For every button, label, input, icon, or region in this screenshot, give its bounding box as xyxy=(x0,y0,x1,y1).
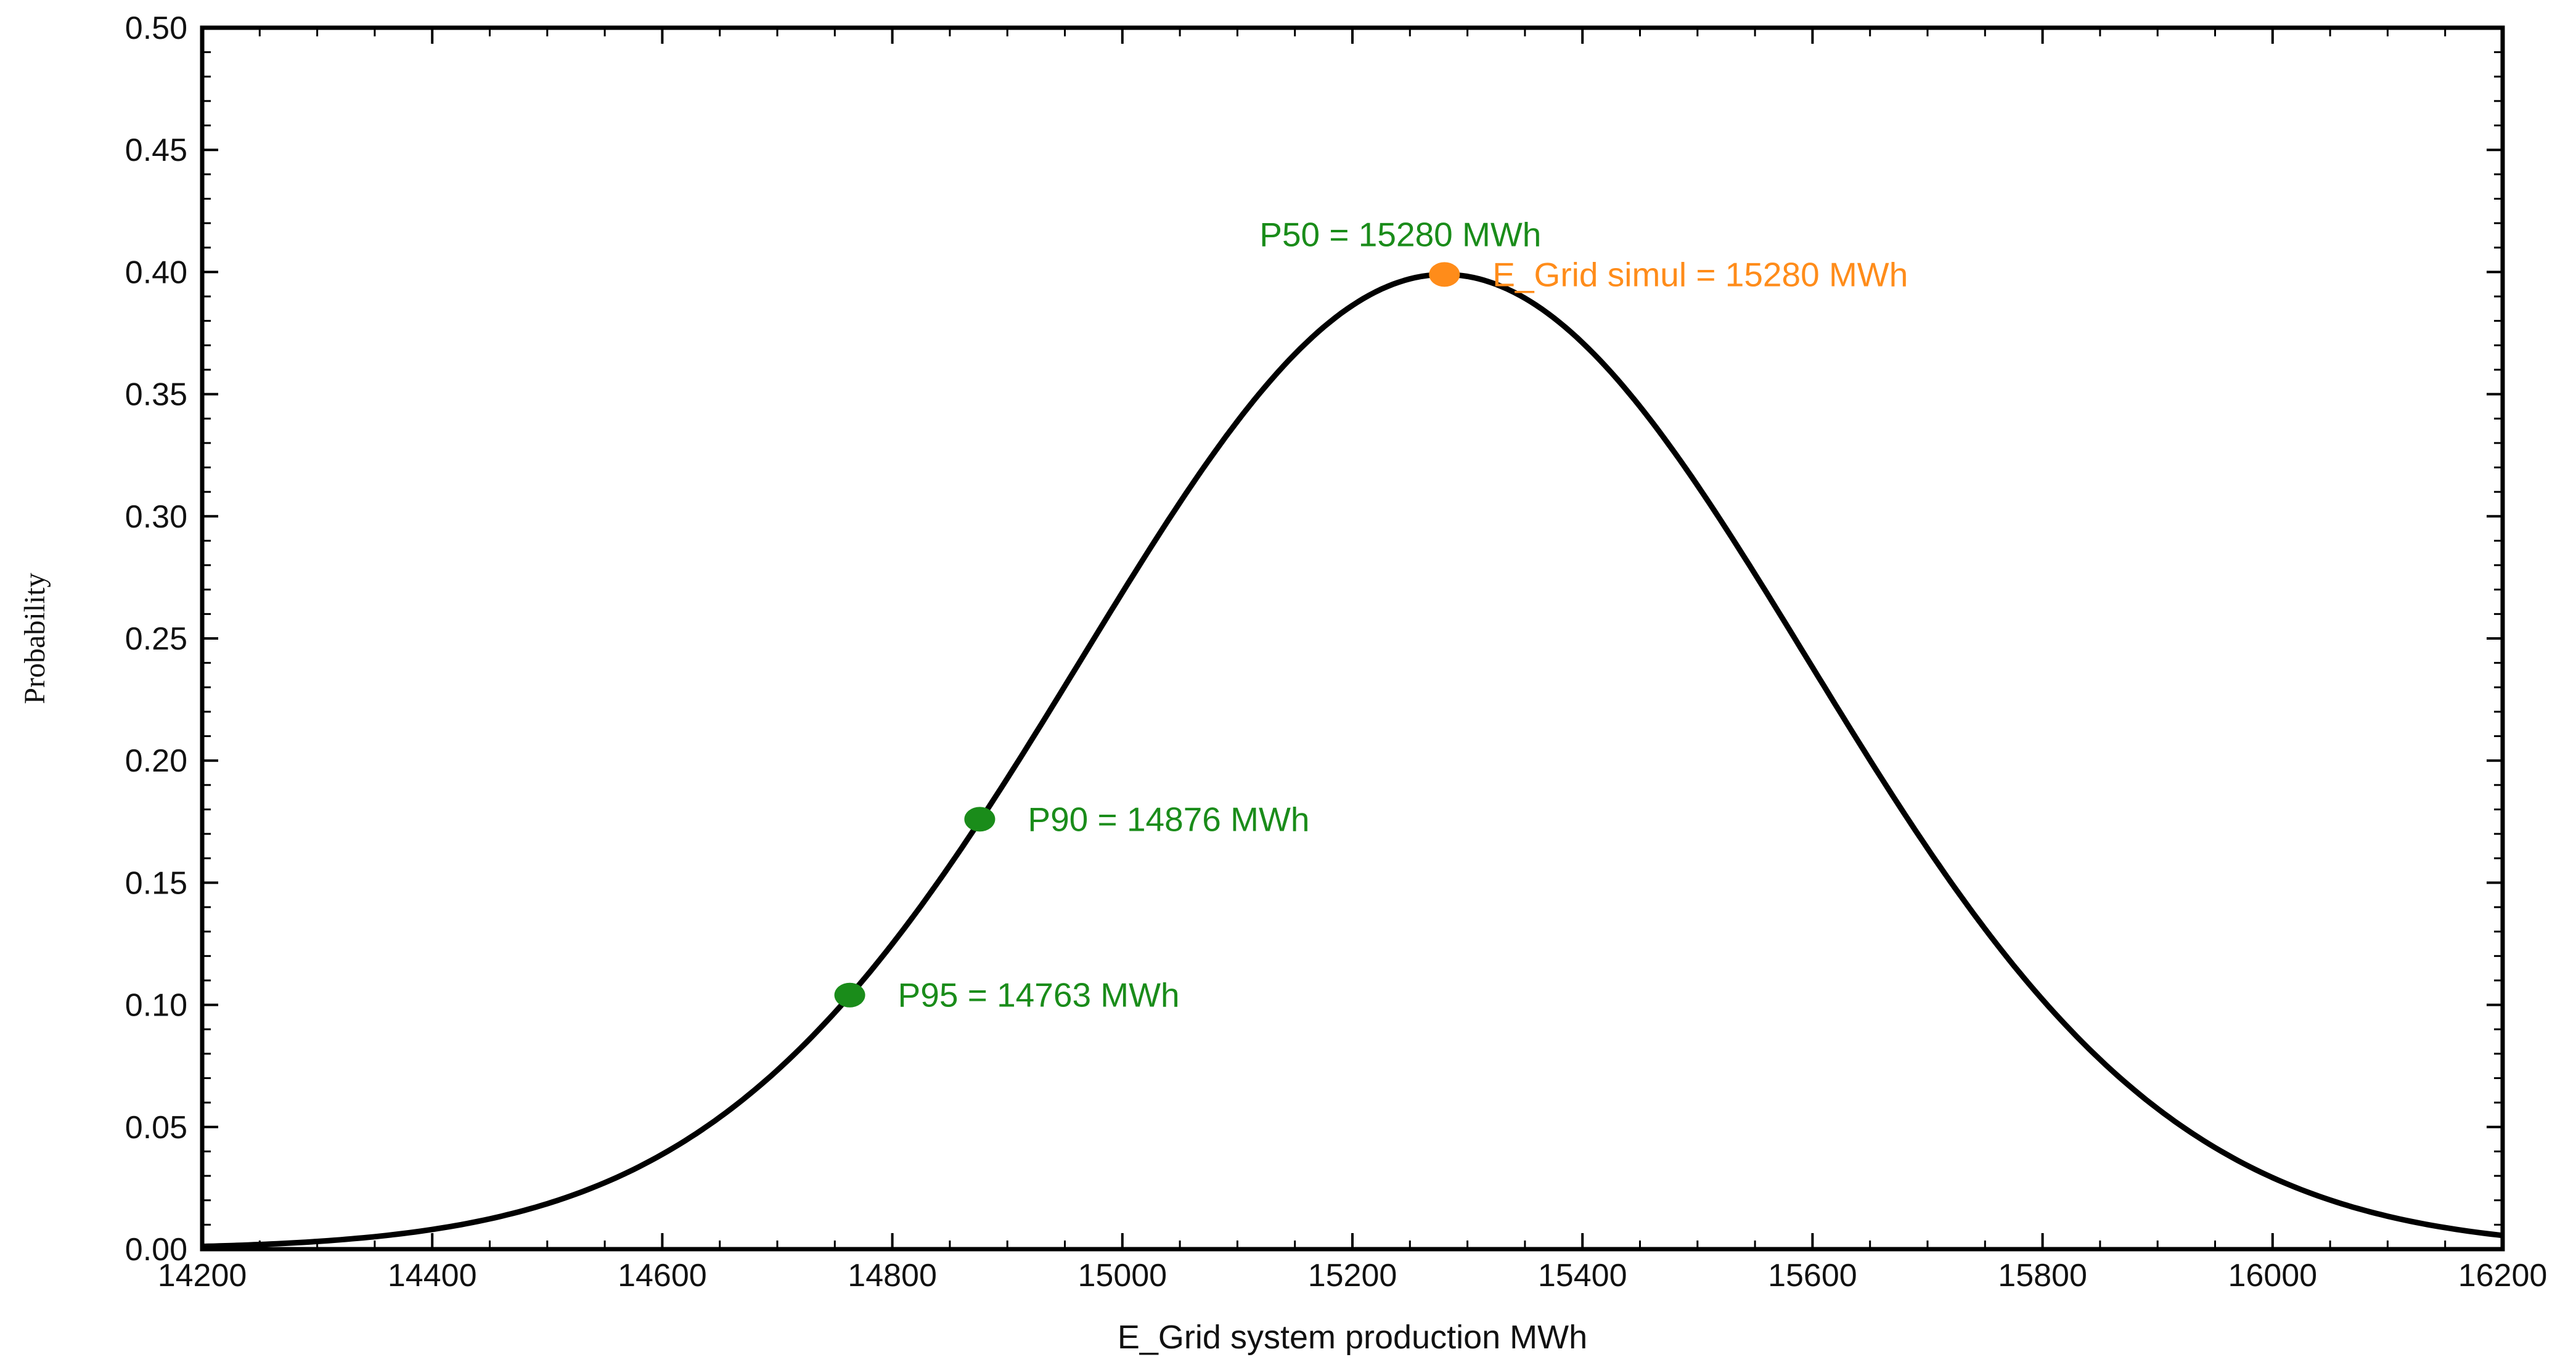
y-tick-label: 0.10 xyxy=(125,988,187,1024)
x-tick-label: 14800 xyxy=(848,1258,937,1294)
x-tick-label: 15200 xyxy=(1308,1258,1397,1294)
y-tick-label: 0.50 xyxy=(125,10,187,46)
x-tick-label: 14400 xyxy=(388,1258,477,1294)
x-tick-label: 16000 xyxy=(2228,1258,2317,1294)
x-tick-label: 15800 xyxy=(1998,1258,2087,1294)
label-p90: P90 = 14876 MWh xyxy=(1028,800,1309,838)
x-axis-label: E_Grid system production MWh xyxy=(1118,1319,1587,1356)
y-tick-label: 0.25 xyxy=(125,621,187,657)
marker-points xyxy=(834,262,1460,1008)
axis-ticks xyxy=(201,26,2504,1250)
y-tick-label: 0.35 xyxy=(125,377,187,413)
x-tick-label: 16200 xyxy=(2458,1258,2548,1294)
x-tick-label: 15600 xyxy=(1768,1258,1857,1294)
marker-p90 xyxy=(964,807,996,832)
marker-e-grid-simul xyxy=(1429,262,1460,287)
x-tick-label: 15400 xyxy=(1538,1258,1627,1294)
annotation-p50: P50 = 15280 MWh xyxy=(1259,215,1541,253)
x-tick-label: 14600 xyxy=(618,1258,707,1294)
marker-labels: E_Grid simul = 15280 MWh P90 = 14876 MWh P… xyxy=(898,215,1908,1014)
x-tick-label: 14200 xyxy=(158,1258,247,1294)
label-e-grid-simul: E_Grid simul = 15280 MWh xyxy=(1492,255,1908,293)
probability-curve xyxy=(202,271,2503,1250)
y-tick-label: 0.15 xyxy=(125,865,187,901)
y-axis-label: Probability xyxy=(18,572,51,704)
label-p95: P95 = 14763 MWh xyxy=(898,976,1180,1014)
y-tick-label: 0.00 xyxy=(125,1232,187,1268)
y-tick-label: 0.45 xyxy=(125,132,187,168)
y-tick-labels: 0.00 0.05 0.10 0.15 0.20 0.25 0.30 0.35 0.40 0.45… xyxy=(125,10,187,1268)
x-tick-labels: 14200 14400 14600 14800 15000 15200 15400 15600… xyxy=(158,1258,2548,1294)
y-tick-label: 0.40 xyxy=(125,255,187,290)
y-tick-label: 0.05 xyxy=(125,1110,187,1146)
y-tick-label: 0.20 xyxy=(125,743,187,779)
x-tick-label: 15000 xyxy=(1077,1258,1167,1294)
marker-p95 xyxy=(834,982,865,1008)
y-tick-label: 0.30 xyxy=(125,499,187,535)
plot-frame xyxy=(200,25,2505,1252)
